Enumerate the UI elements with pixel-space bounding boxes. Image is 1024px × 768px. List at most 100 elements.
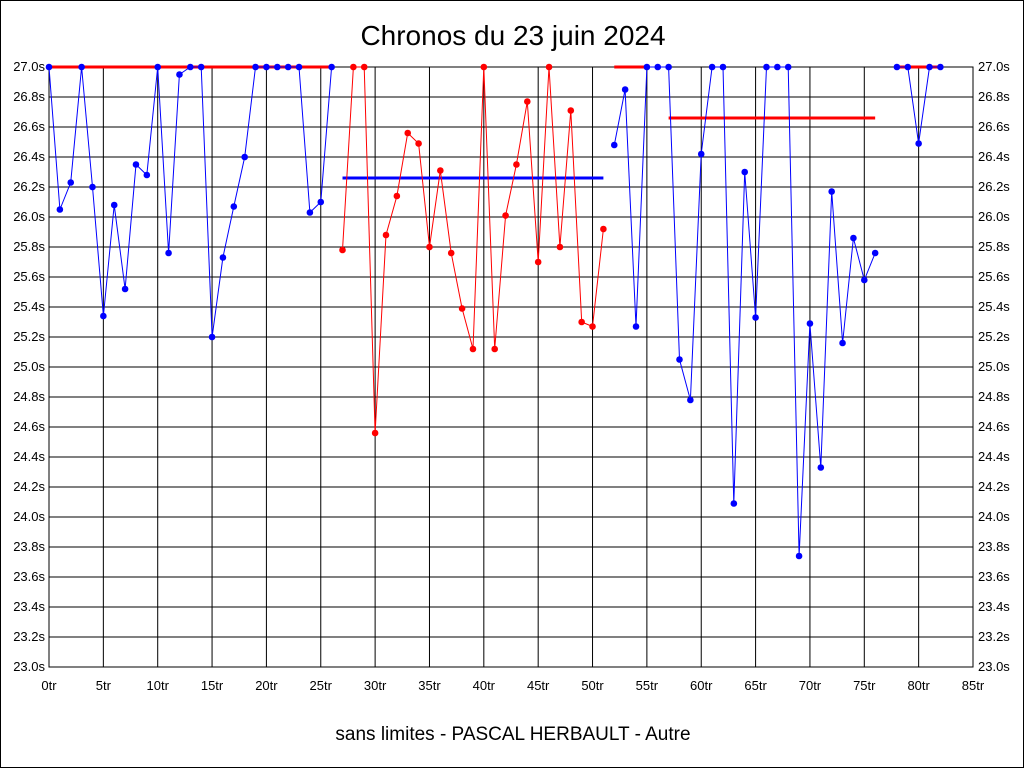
- y-tick-label-left: 27.0s: [13, 59, 45, 74]
- x-tick-label: 75tr: [853, 678, 876, 693]
- data-point: [447, 249, 455, 257]
- chart-title: Chronos du 23 juin 2024: [360, 20, 665, 51]
- y-tick-label-left: 26.8s: [13, 89, 45, 104]
- data-point: [676, 356, 683, 363]
- data-point: [567, 107, 575, 114]
- x-tick-label: 45tr: [527, 678, 550, 693]
- data-point: [556, 243, 564, 251]
- data-point: [491, 345, 498, 353]
- data-point: [665, 63, 672, 71]
- data-point: [937, 63, 944, 71]
- data-point: [458, 305, 466, 312]
- data-point: [469, 345, 477, 353]
- y-tick-label-right: 26.0s: [978, 209, 1010, 224]
- data-point: [926, 63, 933, 71]
- x-tick-label: 35tr: [418, 678, 441, 693]
- data-point: [513, 161, 520, 168]
- data-point: [273, 63, 281, 71]
- y-tick-label-left: 25.6s: [13, 269, 45, 284]
- y-tick-label-left: 25.2s: [13, 329, 45, 344]
- data-point: [871, 249, 879, 257]
- data-point: [197, 63, 205, 71]
- data-point: [241, 153, 248, 161]
- data-point: [132, 161, 140, 168]
- data-point: [110, 201, 118, 209]
- y-tick-label-left: 25.4s: [13, 299, 45, 314]
- y-tick-label-left: 23.2s: [13, 629, 45, 644]
- data-point: [502, 212, 509, 219]
- data-point: [708, 63, 716, 71]
- data-point: [904, 63, 912, 71]
- data-point: [208, 333, 216, 341]
- data-point: [415, 140, 422, 147]
- data-point: [121, 285, 129, 293]
- data-point: [263, 63, 270, 71]
- data-point: [393, 192, 401, 200]
- data-point: [730, 500, 738, 507]
- y-tick-label-left: 24.2s: [13, 479, 45, 494]
- data-point: [600, 225, 607, 233]
- data-point: [545, 63, 553, 71]
- data-point: [795, 552, 803, 560]
- data-point: [426, 243, 433, 251]
- y-tick-label-left: 25.8s: [13, 239, 45, 254]
- x-tick-label: 30tr: [364, 678, 387, 693]
- data-point: [643, 63, 651, 71]
- series-layer: [45, 63, 944, 560]
- data-point: [534, 258, 542, 266]
- data-point: [56, 206, 64, 213]
- data-point: [480, 63, 488, 71]
- y-tick-label-left: 24.8s: [13, 389, 45, 404]
- data-point: [143, 171, 151, 179]
- chart-subtitle: sans limites - PASCAL HERBAULT - Autre: [335, 724, 690, 745]
- y-tick-label-right: 26.8s: [978, 89, 1010, 104]
- data-point: [45, 63, 53, 71]
- y-tick-label-right: 23.0s: [978, 659, 1010, 674]
- y-tick-label-right: 24.6s: [978, 419, 1010, 434]
- data-point: [67, 179, 75, 186]
- data-point: [741, 168, 749, 176]
- y-tick-label-right: 25.8s: [978, 239, 1010, 254]
- x-tick-label: 0tr: [41, 678, 57, 693]
- x-tick-label: 15tr: [201, 678, 224, 693]
- data-point: [524, 98, 531, 105]
- data-point: [860, 276, 868, 284]
- x-tick-label: 25tr: [310, 678, 333, 693]
- x-tick-label: 85tr: [962, 678, 985, 693]
- plot-border: [48, 66, 974, 668]
- data-point: [382, 231, 390, 239]
- y-tick-label-right: 23.4s: [978, 599, 1010, 614]
- x-tick-label: 20tr: [255, 678, 278, 693]
- data-point: [360, 63, 368, 71]
- data-point: [632, 323, 640, 330]
- y-tick-label-left: 24.4s: [13, 449, 45, 464]
- x-tick-label: 50tr: [581, 678, 604, 693]
- y-tick-label-left: 26.2s: [13, 179, 45, 194]
- data-point: [89, 183, 96, 191]
- data-point: [828, 188, 835, 195]
- data-point: [915, 140, 922, 147]
- y-tick-label-right: 24.4s: [978, 449, 1010, 464]
- y-tick-label-right: 24.8s: [978, 389, 1010, 404]
- y-tick-label-right: 25.6s: [978, 269, 1010, 284]
- data-point: [328, 63, 335, 71]
- data-point: [654, 63, 662, 71]
- data-point: [589, 323, 596, 330]
- y-tick-label-left: 24.0s: [13, 509, 45, 524]
- x-tick-label: 10tr: [147, 678, 170, 693]
- grid-layer: [48, 66, 974, 668]
- reference-lines: [49, 65, 941, 180]
- y-tick-label-right: 25.0s: [978, 359, 1010, 374]
- data-point: [339, 246, 346, 254]
- data-point: [752, 314, 759, 321]
- x-tick-label: 80tr: [907, 678, 930, 693]
- y-tick-label-left: 23.4s: [13, 599, 45, 614]
- data-point: [697, 150, 705, 158]
- x-tick-label: 70tr: [799, 678, 822, 693]
- data-point: [817, 464, 825, 471]
- y-tick-label-right: 26.6s: [978, 119, 1010, 134]
- y-tick-label-right: 25.2s: [978, 329, 1010, 344]
- series-line: [48, 66, 333, 338]
